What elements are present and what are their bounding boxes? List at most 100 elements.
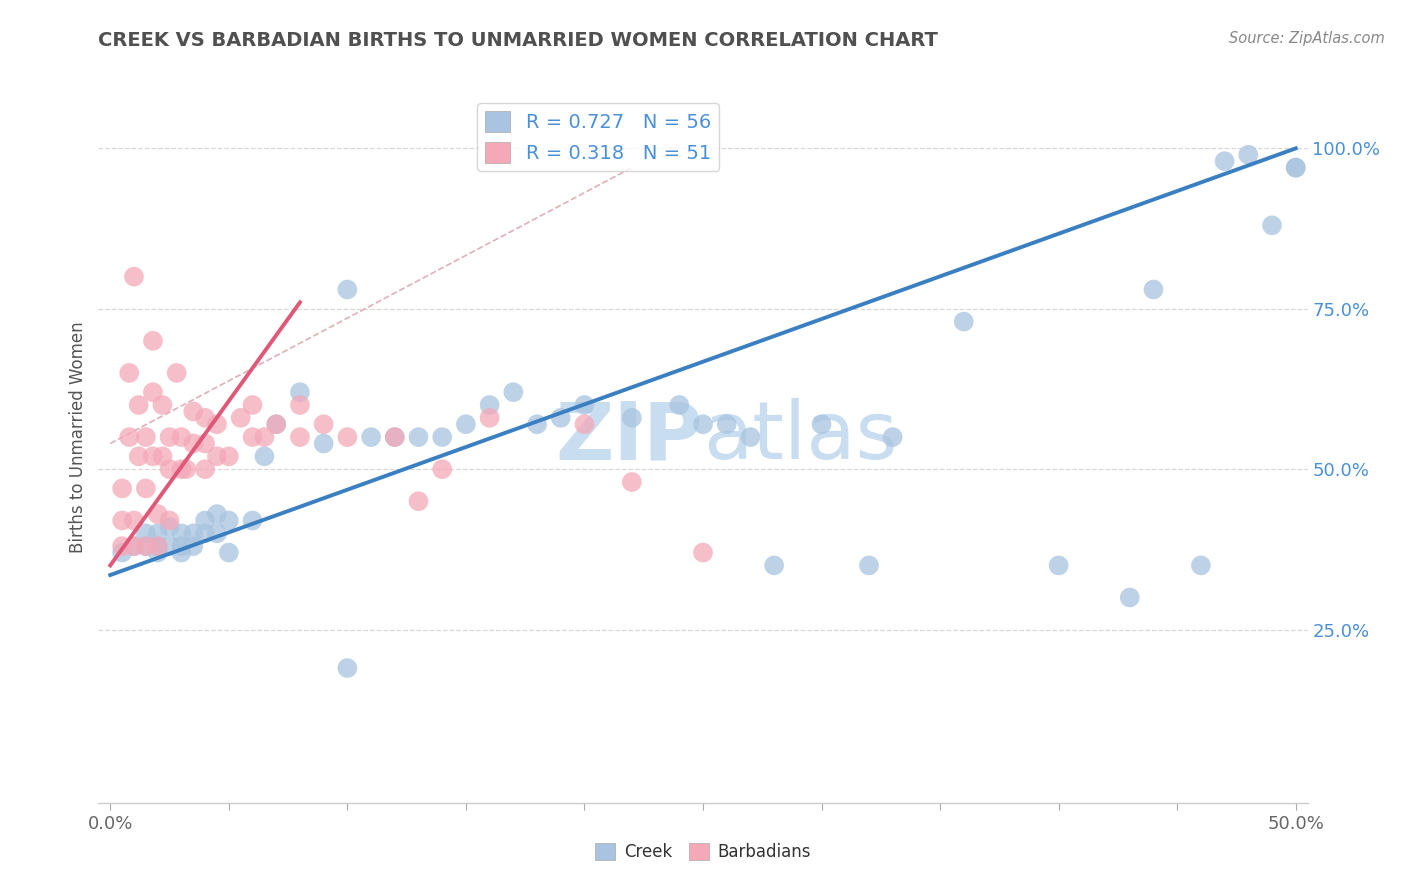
Point bbox=[478, 398, 501, 412]
Point bbox=[170, 526, 193, 541]
Point bbox=[135, 430, 157, 444]
Point bbox=[181, 526, 204, 541]
Point bbox=[111, 539, 134, 553]
Y-axis label: Births to Unmarried Women: Births to Unmarried Women bbox=[69, 321, 87, 553]
Point bbox=[242, 398, 264, 412]
Point bbox=[740, 430, 762, 444]
Point bbox=[122, 269, 145, 284]
Point bbox=[146, 539, 169, 553]
Point bbox=[1119, 591, 1142, 605]
Point bbox=[218, 450, 240, 464]
Point bbox=[135, 539, 157, 553]
Point bbox=[478, 410, 501, 425]
Point bbox=[159, 514, 181, 528]
Point bbox=[242, 430, 264, 444]
Point bbox=[432, 462, 454, 476]
Point bbox=[122, 514, 145, 528]
Point bbox=[574, 398, 596, 412]
Point bbox=[194, 462, 217, 476]
Point bbox=[205, 417, 228, 432]
Point bbox=[810, 417, 832, 432]
Point bbox=[159, 520, 181, 534]
Point bbox=[170, 539, 193, 553]
Point bbox=[174, 462, 197, 476]
Point bbox=[229, 410, 252, 425]
Point bbox=[218, 514, 240, 528]
Point bbox=[128, 398, 150, 412]
Point bbox=[288, 385, 311, 400]
Point bbox=[111, 514, 134, 528]
Point bbox=[218, 545, 240, 559]
Point bbox=[1285, 161, 1308, 175]
Point bbox=[152, 398, 174, 412]
Point bbox=[205, 507, 228, 521]
Point bbox=[408, 494, 430, 508]
Point bbox=[432, 430, 454, 444]
Point bbox=[135, 526, 157, 541]
Point bbox=[336, 661, 359, 675]
Point bbox=[360, 430, 382, 444]
Point bbox=[312, 417, 335, 432]
Point bbox=[181, 404, 204, 418]
Point bbox=[253, 450, 276, 464]
Point bbox=[166, 366, 188, 380]
Point bbox=[312, 436, 335, 450]
Point bbox=[122, 539, 145, 553]
Point bbox=[1189, 558, 1212, 573]
Point bbox=[181, 539, 204, 553]
Point bbox=[384, 430, 406, 444]
Point bbox=[668, 398, 690, 412]
Point bbox=[550, 410, 572, 425]
Point bbox=[194, 514, 217, 528]
Point bbox=[111, 482, 134, 496]
Point bbox=[952, 315, 974, 329]
Point bbox=[526, 417, 548, 432]
Point bbox=[135, 482, 157, 496]
Point bbox=[253, 430, 276, 444]
Point bbox=[1142, 283, 1164, 297]
Point bbox=[146, 507, 169, 521]
Point bbox=[336, 283, 359, 297]
Point bbox=[159, 430, 181, 444]
Point bbox=[205, 450, 228, 464]
Point bbox=[146, 539, 169, 553]
Text: atlas: atlas bbox=[703, 398, 897, 476]
Point bbox=[170, 430, 193, 444]
Point bbox=[152, 450, 174, 464]
Point bbox=[454, 417, 477, 432]
Point bbox=[336, 430, 359, 444]
Point bbox=[620, 410, 643, 425]
Point bbox=[502, 385, 524, 400]
Point bbox=[128, 450, 150, 464]
Point bbox=[122, 539, 145, 553]
Point bbox=[159, 462, 181, 476]
Point bbox=[288, 398, 311, 412]
Point bbox=[142, 450, 165, 464]
Point bbox=[858, 558, 880, 573]
Point bbox=[142, 334, 165, 348]
Point bbox=[181, 436, 204, 450]
Legend: R = 0.727   N = 56, R = 0.318   N = 51: R = 0.727 N = 56, R = 0.318 N = 51 bbox=[477, 103, 718, 170]
Text: Source: ZipAtlas.com: Source: ZipAtlas.com bbox=[1229, 31, 1385, 46]
Point bbox=[763, 558, 786, 573]
Point bbox=[1237, 148, 1260, 162]
Point bbox=[146, 545, 169, 559]
Point bbox=[692, 545, 714, 559]
Point bbox=[194, 526, 217, 541]
Point bbox=[135, 539, 157, 553]
Point bbox=[205, 526, 228, 541]
Point bbox=[408, 430, 430, 444]
Point bbox=[118, 366, 141, 380]
Point bbox=[1047, 558, 1070, 573]
Point bbox=[692, 417, 714, 432]
Point bbox=[264, 417, 287, 432]
Point bbox=[194, 436, 217, 450]
Point bbox=[159, 539, 181, 553]
Point bbox=[170, 545, 193, 559]
Point bbox=[118, 430, 141, 444]
Point bbox=[574, 417, 596, 432]
Text: CREEK VS BARBADIAN BIRTHS TO UNMARRIED WOMEN CORRELATION CHART: CREEK VS BARBADIAN BIRTHS TO UNMARRIED W… bbox=[98, 31, 938, 50]
Point bbox=[1261, 219, 1284, 233]
Point bbox=[194, 410, 217, 425]
Point bbox=[288, 430, 311, 444]
